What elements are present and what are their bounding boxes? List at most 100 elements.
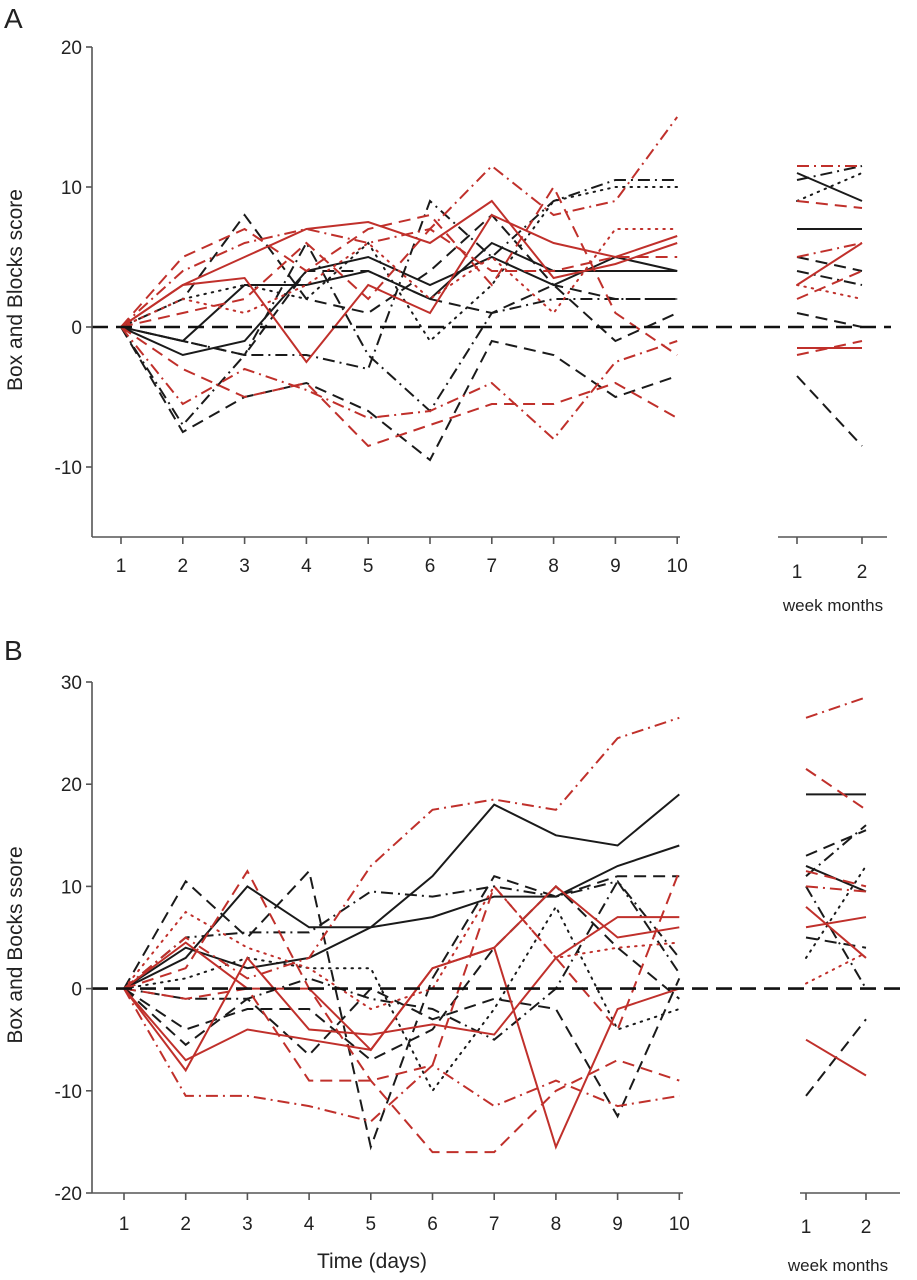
x-tick-label: 6 [427,1214,438,1235]
followup-line-A-r1 [796,242,863,286]
series-line-A-k2 [120,326,678,462]
panel-b-y-axis: 30 20 10 0 -10 -20 [55,673,93,1205]
series-line-A-r5 [120,326,678,448]
panel-a-x-axis: 1 2 3 4 5 6 7 8 9 10 [92,536,688,577]
panel-a-clip-lines [120,116,679,462]
series-line-A-r6 [120,228,679,328]
followup-line-B-k3 [805,829,867,857]
x-tick-label: 3 [242,1214,253,1235]
panel-a-y-axis: 20 10 0 -10 [55,38,93,537]
series-line-B-k7 [123,879,681,1041]
followup-line-B-k6 [805,864,867,959]
followup-line-A-k7 [796,270,863,286]
x-tick-label: 9 [610,556,621,577]
followup-tick-label: 2 [861,1217,872,1238]
followup-tick-label: 1 [801,1217,812,1238]
followup-line-B-r7 [805,951,867,985]
y-tick-label: -10 [55,458,82,479]
panel-b-lines [123,716,681,1154]
y-tick-label: 30 [61,673,82,694]
x-tick-label: 7 [487,556,498,577]
followup-line-A-k6 [796,256,863,272]
panel-b-followup-lines [805,696,867,1097]
x-tick-label: 4 [304,1214,315,1235]
y-tick-label: 10 [61,877,82,898]
x-tick-label: 1 [119,1214,130,1235]
y-tick-label: 10 [61,178,82,199]
followup-line-B-r3 [805,885,867,893]
followup-line-A-k8 [796,312,863,328]
series-line-B-r1 [123,716,680,990]
followup-line-A-k5 [796,172,863,202]
series-line-A-r1 [120,199,678,328]
series-line-A-r8 [120,227,678,328]
series-line-A-k1 [120,241,678,343]
followup-line-A-k2 [796,375,863,447]
x-tick-label: 2 [180,1214,191,1235]
followup-line-B-r4 [805,916,867,929]
followup-line-A-r6 [796,284,863,300]
x-tick-label: 7 [489,1214,500,1235]
followup-line-A-r3 [796,200,863,209]
series-line-B-k1 [123,793,680,990]
panel-b-x-axis: 1 2 3 4 5 6 7 8 9 10 [92,1192,690,1235]
x-tick-label: 8 [548,556,559,577]
series-line-B-k3 [123,869,680,1151]
series-line-B-r4 [123,916,680,1073]
followup-line-B-r1 [805,696,867,719]
y-tick-label: 20 [61,775,82,796]
series-line-B-k5 [123,977,681,1119]
x-tick-label: 4 [301,556,312,577]
followup-line-B-r5 [805,1038,867,1077]
followup-line-B-r8 [805,906,867,959]
followup-line-B-k4 [805,824,867,877]
series-line-B-r8 [123,941,680,1150]
x-tick-label: 6 [425,556,436,577]
series-line-B-r7 [123,884,681,1011]
y-tick-label: 0 [71,318,82,339]
series-line-A-r4 [120,213,678,364]
panel-b-letter: B [4,635,23,666]
followup-tick-label: 2 [857,562,868,583]
x-tick-label: 8 [551,1214,562,1235]
followup-line-A-r7 [796,242,863,258]
x-tick-label: 10 [667,556,688,577]
x-tick-label: 5 [366,1214,377,1235]
series-line-A-k8 [120,270,678,357]
series-line-B-r3 [123,988,680,1123]
panel-a-y-label: Box and Blocks score [4,189,27,391]
followup-line-B-k7 [805,885,867,990]
panel-b-y-label: Box and Bocks ssore [4,846,27,1043]
panel-a-letter: A [4,3,23,34]
series-line-A-k7 [120,240,678,413]
y-tick-label: 0 [71,980,82,1001]
x-tick-label: 10 [669,1214,690,1235]
x-tick-label: 2 [178,556,189,577]
panel-a-followup-label: week months [782,596,883,615]
followup-line-B-r6 [805,870,867,888]
panel-b-followup-label: week months [787,1256,888,1275]
y-tick-label: -10 [55,1082,82,1103]
series-line-B-r5 [123,885,680,1062]
x-tick-label: 9 [612,1214,623,1235]
series-line-A-k6 [120,213,678,328]
series-line-B-k2 [123,844,680,990]
y-tick-label: -20 [55,1184,82,1205]
followup-line-A-r5 [796,270,863,300]
followup-line-A-r8 [796,340,863,356]
series-line-A-k3 [120,179,678,427]
series-line-B-r2 [123,869,680,1154]
followup-line-B-k8 [805,936,867,949]
panel-b-x-label: Time (days) [317,1250,427,1273]
series-line-B-r6 [123,870,681,1082]
panel-a-followup-lines [796,165,863,447]
x-tick-label: 1 [116,556,127,577]
followup-tick-label: 1 [792,562,803,583]
x-tick-label: 3 [239,556,250,577]
series-line-B-k8 [123,884,680,1062]
